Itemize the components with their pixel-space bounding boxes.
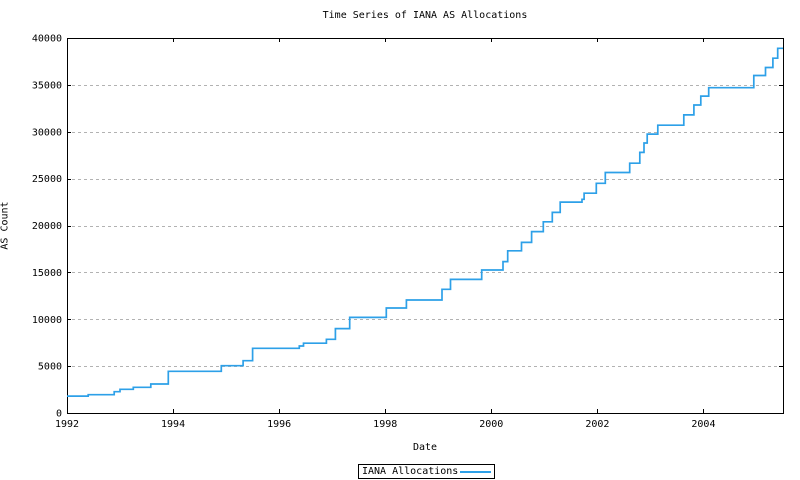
gridlines — [72, 85, 782, 367]
svg-text:20000: 20000 — [32, 221, 62, 232]
y-axis-label: AS Count — [0, 201, 11, 250]
legend-line-sample-icon — [460, 471, 491, 473]
x-axis-label: Date — [412, 442, 438, 453]
y-tick-labels: 0 5000 10000 15000 20000 25000 30000 35000 40000 — [32, 34, 62, 420]
x-tick-labels: 1992 1994 1996 1998 2000 2002 2004 — [55, 419, 716, 430]
svg-text:0: 0 — [56, 409, 62, 420]
svg-text:10000: 10000 — [32, 315, 62, 326]
legend-box: IANA Allocations — [358, 464, 495, 479]
svg-text:2002: 2002 — [585, 419, 609, 430]
svg-text:40000: 40000 — [32, 34, 62, 45]
svg-text:1998: 1998 — [373, 419, 397, 430]
svg-text:1992: 1992 — [55, 419, 79, 430]
svg-text:30000: 30000 — [32, 127, 62, 138]
data-series-line — [67, 47, 783, 397]
legend-label: IANA Allocations — [362, 466, 459, 477]
svg-text:5000: 5000 — [38, 362, 62, 373]
plot-border — [67, 38, 784, 414]
svg-text:2004: 2004 — [691, 419, 715, 430]
svg-text:2000: 2000 — [479, 419, 503, 430]
axis-ticks — [67, 38, 783, 414]
chart-title: Time Series of IANA AS Allocations — [322, 10, 528, 21]
svg-text:1994: 1994 — [161, 419, 185, 430]
svg-text:35000: 35000 — [32, 80, 62, 91]
svg-text:25000: 25000 — [32, 174, 62, 185]
svg-text:15000: 15000 — [32, 268, 62, 279]
svg-text:1996: 1996 — [267, 419, 291, 430]
